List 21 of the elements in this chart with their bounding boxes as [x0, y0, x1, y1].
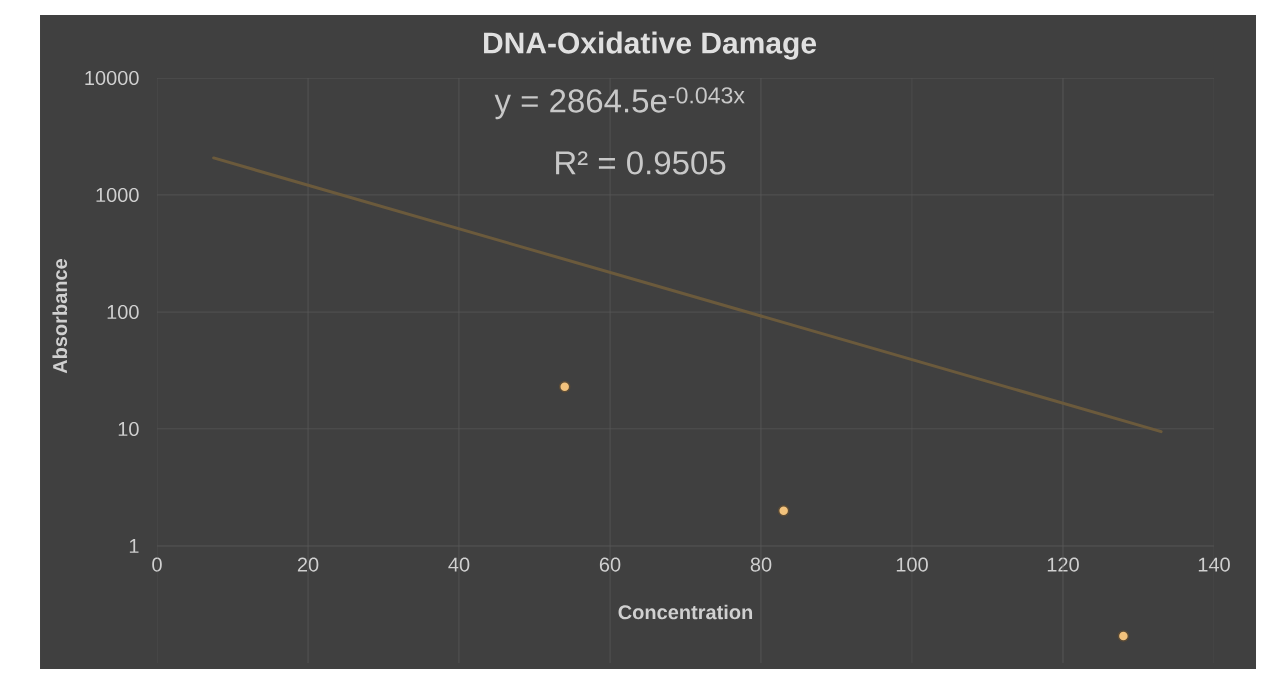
- y-tick-label: 10000: [85, 70, 139, 86]
- x-axis-title: Concentration: [618, 604, 753, 620]
- x-tick-label: 80: [750, 557, 772, 572]
- x-tick-label: 40: [448, 557, 470, 572]
- point: [1117, 630, 1130, 642]
- x-tick-label: 100: [896, 557, 928, 572]
- point: [558, 380, 571, 393]
- x-tick-label: 120: [1047, 557, 1079, 572]
- y-tick-label: 100: [107, 304, 139, 320]
- x-tick-label: 140: [1198, 557, 1230, 572]
- annotation: R² = 0.9505: [556, 151, 726, 175]
- annotation: y = 2864.5e$^{-0.043x}$: [494, 87, 745, 120]
- x-tick-label: 60: [599, 557, 621, 572]
- y-tick-label: 1: [129, 539, 139, 553]
- point: [777, 505, 790, 517]
- y-tick-label: 10: [118, 421, 139, 437]
- chart-title: DNA-Oxidative Damage: [484, 31, 817, 60]
- y-axis-title: Absorbance: [52, 258, 68, 374]
- x-tick-label: 20: [297, 557, 319, 572]
- y-tick-label: 1000: [96, 187, 139, 203]
- x-tick-label: 0: [152, 557, 162, 572]
